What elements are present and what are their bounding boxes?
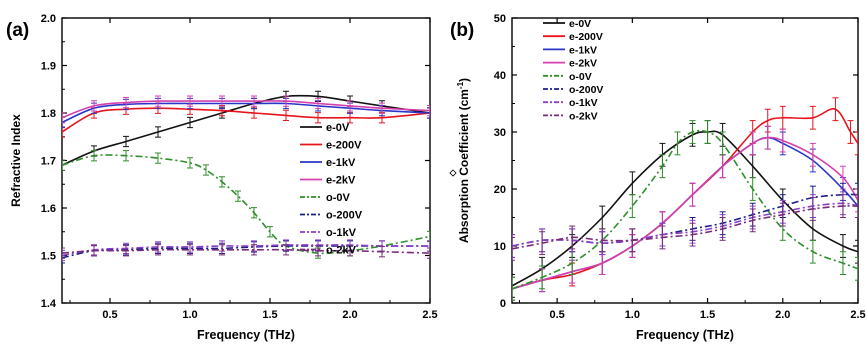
y-tick-label: 0	[500, 298, 506, 310]
x-tick-label: 2.0	[342, 309, 357, 321]
x-tick-label: 1.5	[700, 309, 715, 321]
y-axis-label-sup: -1	[456, 81, 465, 89]
series-line-o-1kV	[62, 244, 430, 257]
legend-label-e-0V: e-0V	[326, 122, 350, 134]
series-line-e-2kV	[62, 100, 430, 119]
series-line-o-2kV	[512, 205, 858, 250]
legend-label-o-200V: o-200V	[569, 84, 603, 96]
series-line-e-1kV	[62, 102, 430, 124]
y-axis-label-main: Refractive Index	[9, 114, 23, 207]
x-axis-label: Frequency (THz)	[636, 328, 734, 342]
series-line-o-1kV	[512, 202, 858, 247]
legend-label-o-1kV: o-1kV	[569, 97, 598, 109]
x-tick-label: 1.0	[625, 309, 640, 321]
y-tick-label: 1.7	[41, 156, 56, 168]
series-line-o-0V	[62, 154, 430, 255]
series-line-e-200V	[62, 107, 430, 133]
y-tick-label: 1.6	[41, 203, 56, 215]
x-tick-label: 1.0	[182, 309, 197, 321]
y-tick-label: 10	[494, 241, 506, 253]
panel-label: (b)	[450, 20, 474, 41]
plot-frame	[61, 17, 431, 304]
series-line-e-1kV	[512, 136, 858, 290]
x-tick-label: 2.0	[775, 309, 790, 321]
y-tick-label: 30	[494, 127, 506, 139]
y-tick-label: 1.8	[41, 108, 56, 120]
series-line-o-0V	[512, 129, 858, 290]
y-axis-label-end: )	[457, 78, 471, 82]
y-tick-label: 50	[494, 13, 506, 25]
y-tick-label: 1.9	[41, 61, 56, 73]
x-tick-label: 0.5	[102, 309, 117, 321]
legend-label-o-2kV: o-2kV	[569, 110, 598, 122]
y-axis-label-main: Absorption Coefficient (cm	[457, 89, 471, 243]
plot-area	[62, 90, 430, 264]
x-tick-label: 1.5	[262, 309, 277, 321]
x-axis-label: Frequency (THz)	[197, 328, 295, 342]
plot-area	[512, 97, 858, 301]
legend-label-e-1kV: e-1kV	[569, 44, 597, 56]
y-tick-label: 1.4	[41, 298, 57, 310]
y-tick-label: 20	[494, 184, 506, 196]
legend-label-o-200V: o-200V	[326, 210, 363, 222]
y-axis-label: Refractive Index	[9, 114, 23, 207]
legend-label-e-2kV: e-2kV	[569, 58, 597, 70]
legend-label-e-200V: e-200V	[326, 140, 362, 152]
series-line-e-0V	[512, 130, 858, 287]
panel-b: 0 10 20 30 40 50 0.5 1.0 1.5 2.0 2.5 Frequency (THz…	[450, 13, 866, 342]
series-line-o-2kV	[62, 248, 430, 254]
legend-label-e-2kV: e-2kV	[326, 175, 356, 187]
x-tick-label: 2.5	[422, 309, 437, 321]
panel-a: 1.4 1.5 1.6 1.7 1.8 1.9 2.0 0.5 1.0 1.5 2.0 2.5 Freq…	[6, 13, 438, 342]
x-tick-label: 2.5	[850, 309, 865, 321]
legend-label-o-0V: o-0V	[569, 71, 592, 83]
legend: e-0V e-200V e-1kV e-2kV o-0V o-200V o-1kV o-2kV	[300, 122, 363, 257]
panel-label: (a)	[6, 20, 29, 41]
x-tick-label: 0.5	[549, 309, 564, 321]
legend-label-e-200V: e-200V	[569, 31, 603, 43]
y-tick-label: 1.5	[41, 251, 56, 263]
legend-label-o-1kV: o-1kV	[326, 227, 357, 239]
series-line-e-0V	[62, 94, 430, 167]
series-line-e-2kV	[512, 136, 858, 290]
y-tick-label: 40	[494, 70, 506, 82]
y-axis-label: Absorption Coefficient (cm-1)	[456, 78, 471, 243]
legend-label-o-2kV: o-2kV	[326, 245, 357, 257]
diamond-marker	[449, 169, 457, 177]
plot-frame	[511, 17, 859, 304]
legend-label-e-1kV: e-1kV	[326, 157, 356, 169]
legend-label-e-0V: e-0V	[569, 18, 591, 30]
y-tick-label: 2.0	[41, 13, 56, 25]
legend-label-o-0V: o-0V	[326, 192, 351, 204]
